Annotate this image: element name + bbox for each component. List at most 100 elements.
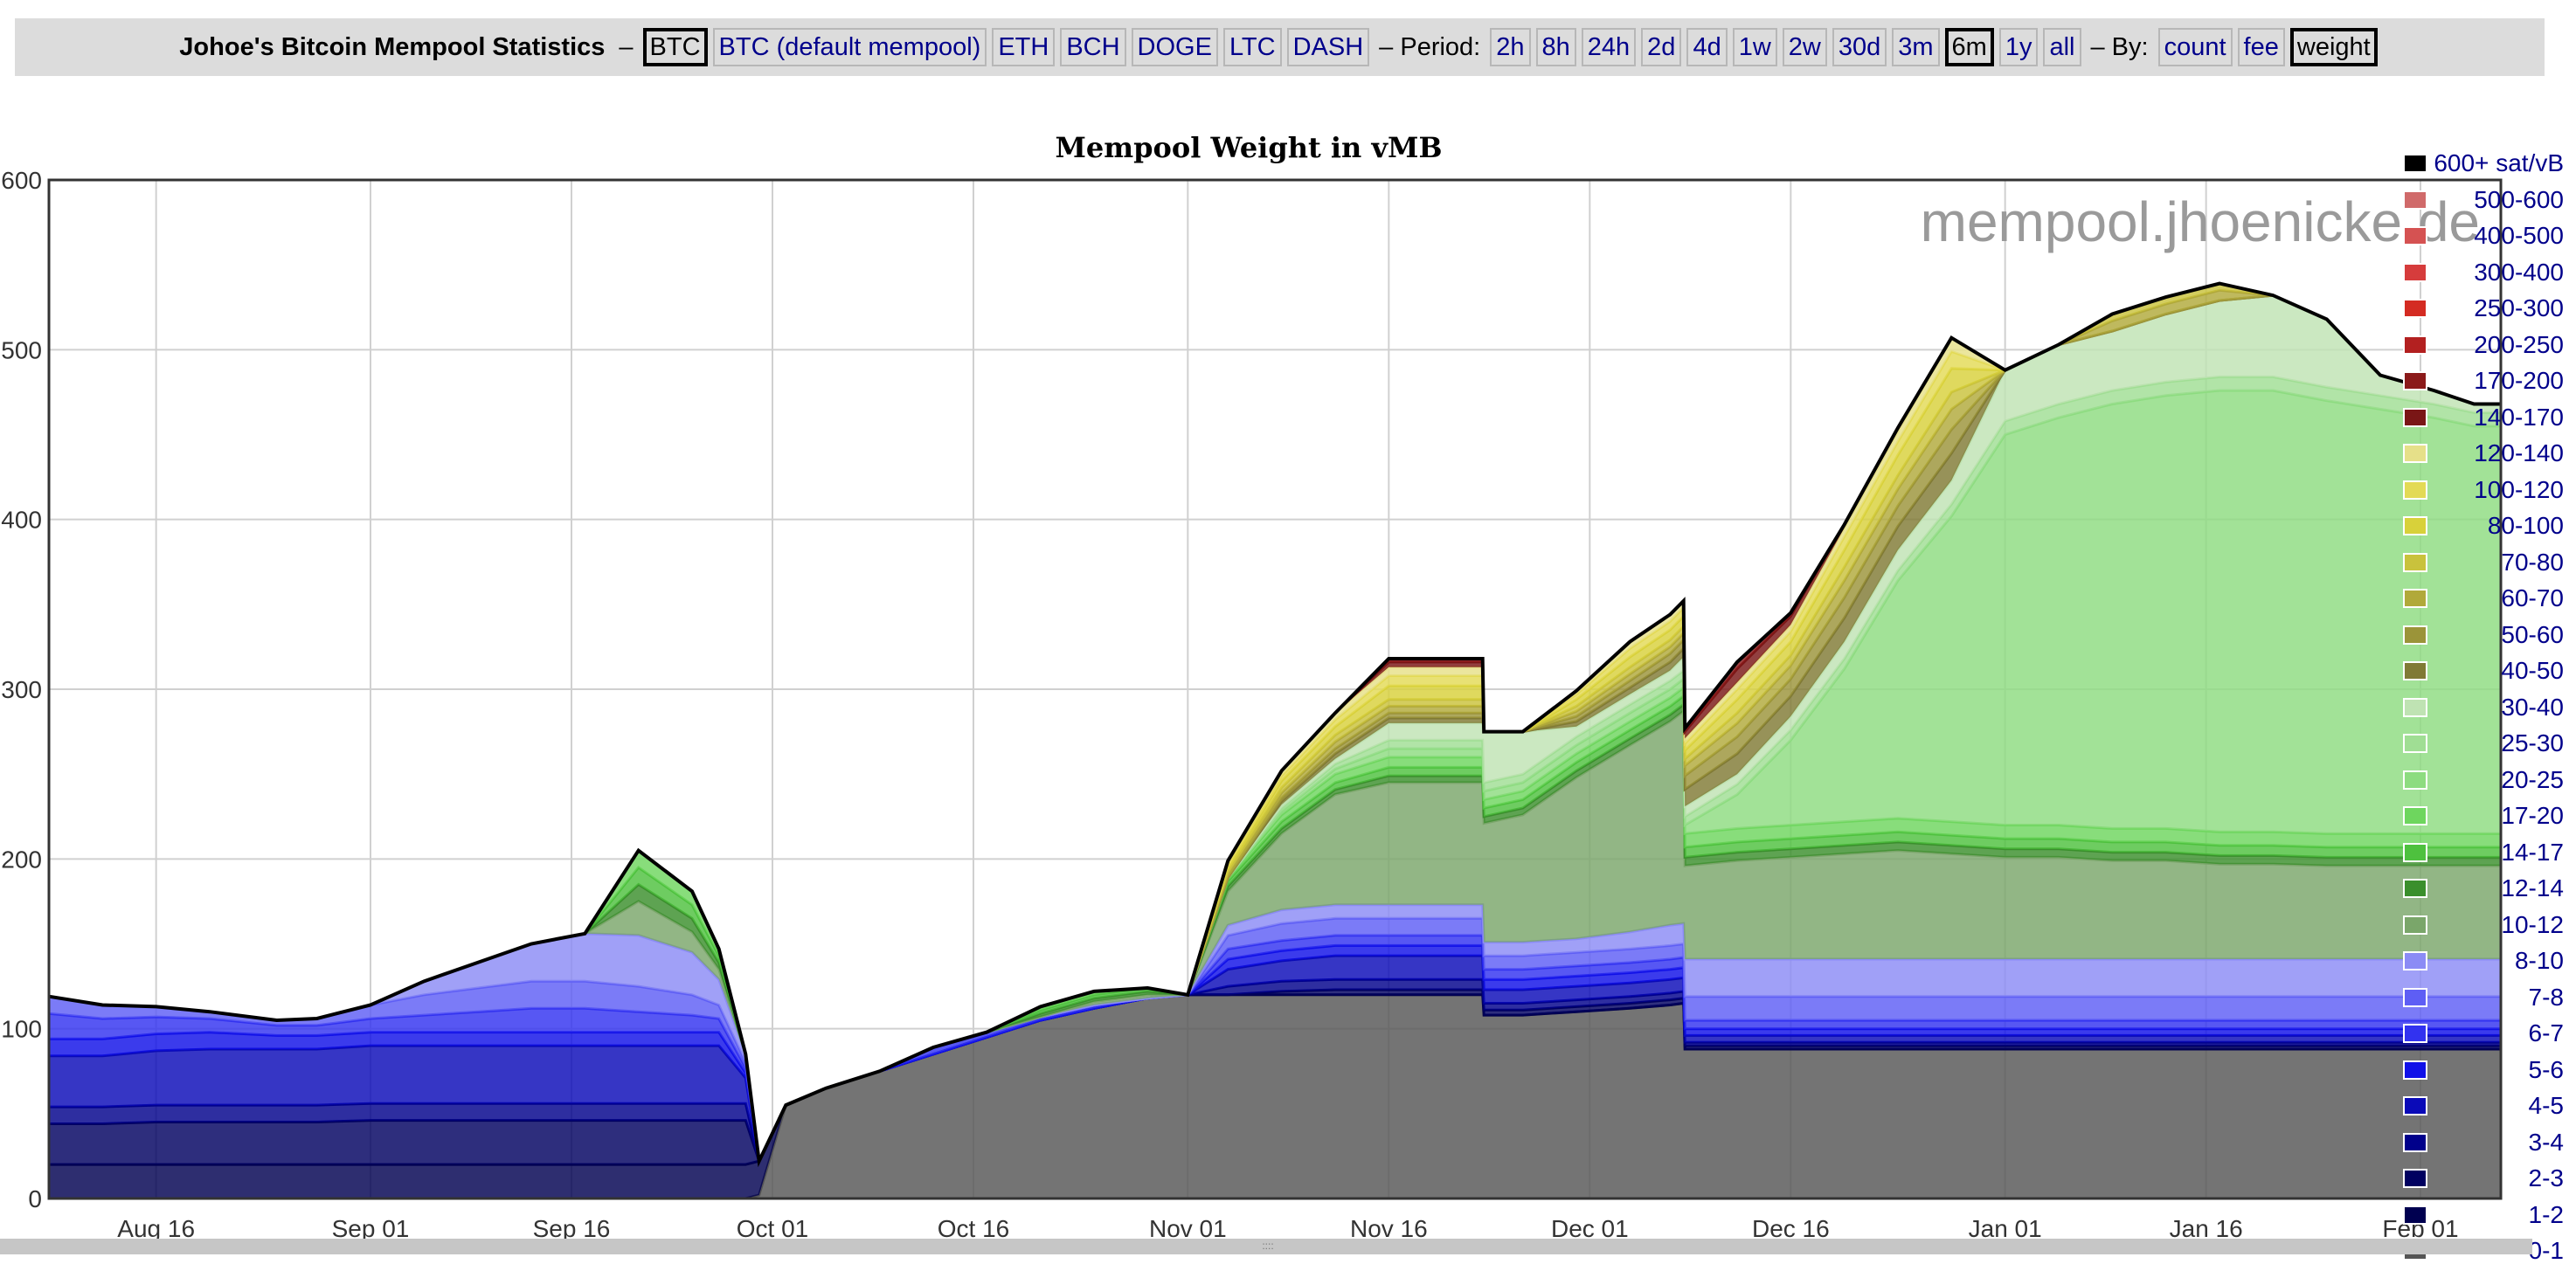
legend-item[interactable]: 600+ sat/vB [2401,150,2576,176]
period-label: – Period: [1379,32,1481,61]
legend-label: 500-600 [2474,185,2564,213]
y-tick-label: 200 [1,846,42,873]
legend-item[interactable]: 6-7 [2401,1020,2576,1046]
legend-label: 60-70 [2501,584,2564,611]
legend-item[interactable]: 60-70 [2401,585,2576,611]
legend-item[interactable]: 20-25 [2401,765,2576,793]
period-1w-button[interactable]: 1w [1732,28,1777,66]
legend-swatch [2403,987,2427,1007]
legend-item[interactable]: 170-200 [2401,368,2576,394]
legend-item[interactable]: 4-5 [2401,1093,2576,1119]
legend-swatch [2403,480,2427,500]
legend-swatch [2403,1169,2427,1188]
area-8-10 [49,904,2501,1162]
legend-swatch [2403,190,2427,210]
legend-item[interactable]: 120-140 [2401,440,2576,466]
legend-item[interactable]: 7-8 [2401,984,2576,1011]
legend-label: 7-8 [2528,983,2564,1011]
legend-swatch [2403,625,2427,645]
legend-item[interactable]: 250-300 [2401,295,2576,321]
resize-handle[interactable]: :::: [1262,1240,1274,1252]
coin-selector: BTC BTC (default mempool) ETH BCH DOGE LTC DAS… [641,28,1373,66]
by-count-button[interactable]: count [2157,28,2233,66]
legend-item[interactable]: 200-250 [2401,331,2576,358]
legend-item[interactable]: 50-60 [2401,620,2576,648]
legend-swatch [2403,262,2427,282]
legend-label: 17-20 [2501,802,2564,829]
coin-doge-button[interactable]: DOGE [1131,28,1218,66]
x-tick-label: Nov 16 [1350,1215,1428,1240]
chart-title: Mempool Weight in vMB [1055,131,1442,164]
legend-label: 6-7 [2528,1019,2564,1046]
legend-item[interactable]: 70-80 [2401,549,2576,576]
legend-item[interactable]: 140-170 [2401,404,2576,431]
period-2d-button[interactable]: 2d [1641,28,1682,66]
legend-item[interactable]: 14-17 [2401,839,2576,866]
period-24h-button[interactable]: 24h [1581,28,1637,66]
legend-item[interactable]: 40-50 [2401,658,2576,684]
legend-item[interactable]: 8-10 [2401,948,2576,974]
legend-item[interactable]: 2-3 [2401,1165,2576,1191]
x-tick-label: Sep 01 [332,1215,410,1240]
legend-item[interactable]: 80-100 [2401,513,2576,539]
coin-eth-button[interactable]: ETH [992,28,1056,66]
x-tick-label: Aug 16 [117,1215,195,1240]
area-4-5 [49,956,2501,1162]
coin-ltc-button[interactable]: LTC [1222,28,1282,66]
area-3-4 [49,979,2501,1162]
legend-item[interactable]: 12-14 [2401,875,2576,901]
legend-item[interactable]: 100-120 [2401,475,2576,503]
legend-label: 20-25 [2501,765,2564,793]
legend-item[interactable]: 10-12 [2401,910,2576,938]
x-tick-label: Jan 01 [1969,1215,2042,1240]
legend-item[interactable]: 500-600 [2401,185,2576,213]
y-tick-label: 300 [1,676,42,703]
legend-item[interactable]: 25-30 [2401,730,2576,756]
period-30d-button[interactable]: 30d [1832,28,1887,66]
legend-item[interactable]: 5-6 [2401,1055,2576,1083]
legend-swatch [2403,951,2427,970]
legend-item[interactable]: 30-40 [2401,694,2576,721]
period-2h-button[interactable]: 2h [1490,28,1531,66]
legend-swatch [2403,444,2427,463]
legend-item[interactable]: 400-500 [2401,223,2576,249]
area-20-25 [49,390,2501,1162]
legend-swatch [2403,879,2427,898]
legend-swatch [2403,1096,2427,1115]
by-fee-button[interactable]: fee [2237,28,2285,66]
legend-item[interactable]: 1-2 [2401,1201,2576,1228]
legend-label: 10-12 [2501,910,2564,938]
coin-bch-button[interactable]: BCH [1060,28,1126,66]
legend-label: 600+ sat/vB [2434,149,2564,176]
by-weight-button[interactable]: weight [2289,28,2378,66]
y-tick-label: 600 [1,167,42,194]
legend-label: 170-200 [2474,367,2564,394]
legend-label: 70-80 [2501,548,2564,576]
legend-item[interactable]: 3-4 [2401,1129,2576,1156]
period-2w-button[interactable]: 2w [1782,28,1827,66]
coin-btc-button[interactable]: BTC [642,28,708,66]
period-8h-button[interactable]: 8h [1535,28,1576,66]
legend-label: 14-17 [2501,838,2564,866]
period-1y-button[interactable]: 1y [1998,28,2039,66]
legend-label: 40-50 [2501,657,2564,684]
y-tick-label: 100 [1,1016,42,1043]
legend-item[interactable]: 17-20 [2401,803,2576,829]
coin-btc-default-mempool-button[interactable]: BTC (default mempool) [712,28,987,66]
area-0-1 [49,994,2501,1198]
legend-swatch [2403,1205,2427,1225]
period-4d-button[interactable]: 4d [1686,28,1728,66]
period-3m-button[interactable]: 3m [1892,28,1940,66]
legend-swatch [2403,734,2427,753]
legend-swatch [2403,806,2427,825]
period-all-button[interactable]: all [2043,28,2081,66]
period-6m-button[interactable]: 6m [1944,28,1994,66]
legend-label: 100-120 [2474,475,2564,503]
legend-label: 5-6 [2528,1055,2564,1083]
coin-dash-button[interactable]: DASH [1286,28,1370,66]
legend-swatch [2403,407,2427,427]
y-tick-label: 0 [28,1185,42,1212]
y-tick-label: 500 [1,336,42,363]
legend-label: 50-60 [2501,620,2564,648]
legend-item[interactable]: 300-400 [2401,259,2576,286]
